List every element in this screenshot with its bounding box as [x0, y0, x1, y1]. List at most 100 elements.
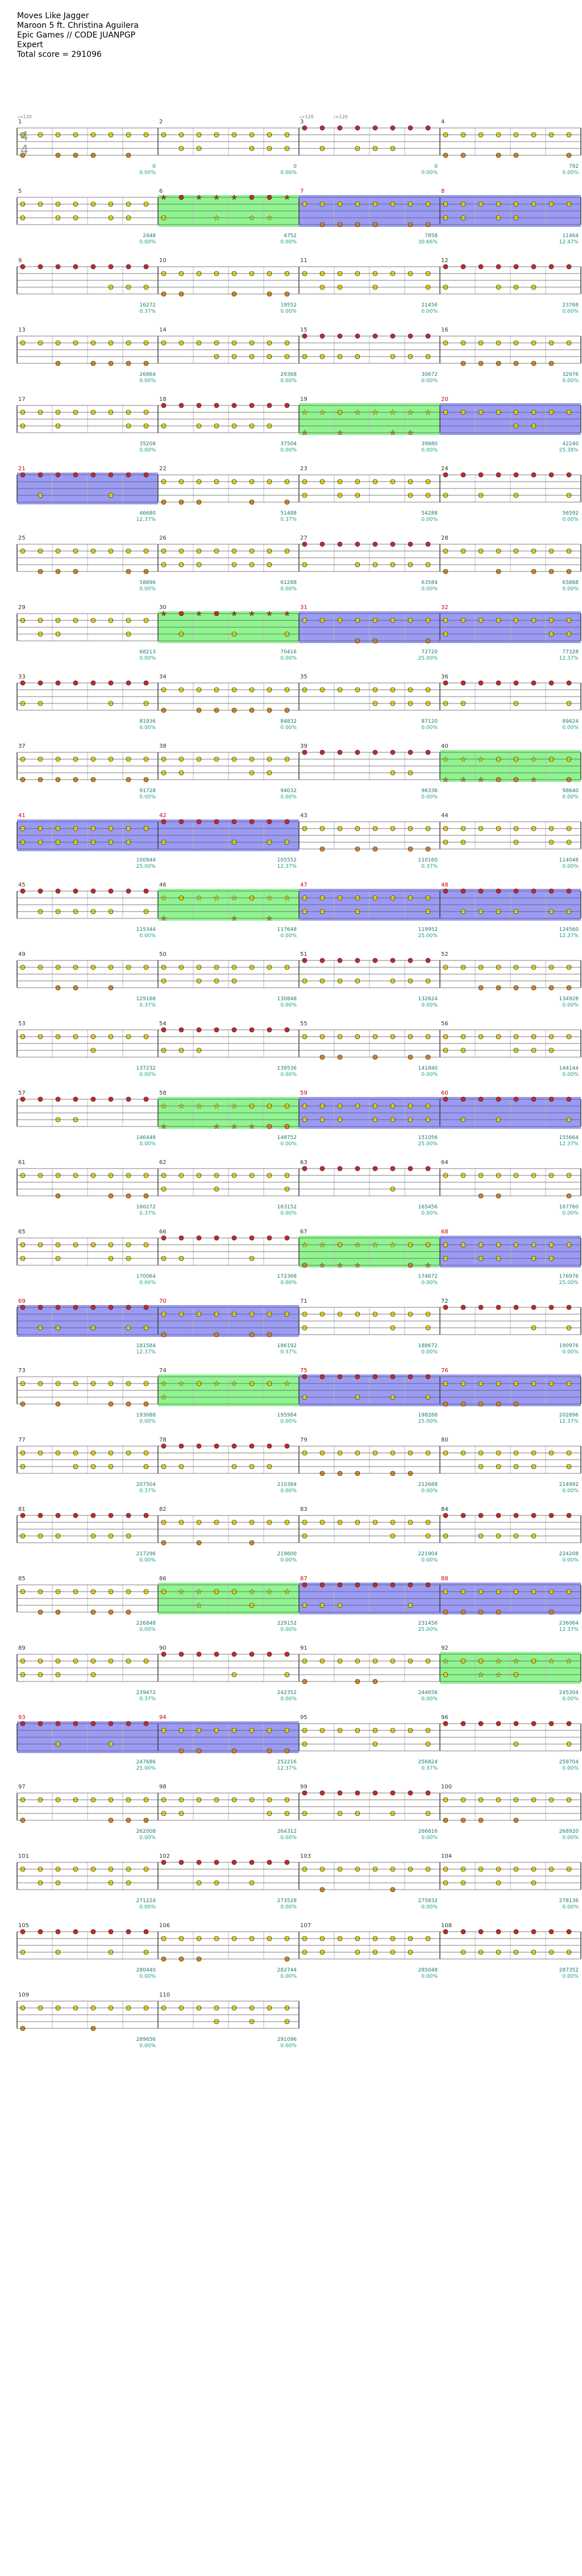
measure-number: 1: [18, 119, 22, 125]
measure-number: 5: [18, 188, 22, 194]
measure-score: 134928: [559, 996, 579, 1002]
note-group: [443, 132, 572, 158]
measure-number: 62: [159, 1159, 167, 1166]
measure-score: 129168: [136, 996, 156, 1002]
measure-score: 195984: [277, 1413, 297, 1418]
measure-score: 148752: [277, 1135, 297, 1141]
note-group: [161, 403, 290, 429]
chart-row: 9 16272 0.37% 10 19552 0.00% 11 21456 0.00% 12 237…: [0, 252, 582, 320]
chart-row: 49 129168 0.37% 50 130848 0.00% 51 132624 0.00% 5…: [0, 946, 582, 1013]
measure-percent: 0.00%: [562, 1558, 579, 1563]
note-group: [443, 1929, 572, 1955]
measure-score: 70416: [280, 649, 297, 655]
measure-score: 84832: [280, 719, 297, 724]
chart-source: Epic Games // CODE JUANPGP: [17, 31, 136, 40]
measure-number: 45: [18, 882, 26, 888]
measure-number: 59: [300, 1090, 307, 1096]
measure-percent: 0.00%: [562, 1974, 579, 1979]
note-group: [161, 479, 290, 505]
measure-percent: 0.00%: [139, 1835, 156, 1841]
measure-score: 266616: [418, 1829, 438, 1834]
measure-percent: 0.00%: [280, 1558, 297, 1563]
measure-number: 82: [159, 1506, 167, 1513]
measure-number: 90: [159, 1645, 167, 1651]
measure-score: 81936: [139, 719, 156, 724]
measure-score: 72720: [421, 649, 438, 655]
note-group: [161, 1859, 290, 1886]
measure-number: 41: [18, 813, 26, 819]
measure-percent: 0.00%: [280, 239, 297, 245]
measure-number: 107: [300, 1923, 311, 1929]
measure-number: 31: [300, 604, 307, 611]
measure-number: 97: [18, 1784, 26, 1790]
measure-percent: 0.00%: [139, 378, 156, 384]
measure-number: 81: [18, 1506, 26, 1513]
measure-number: 38: [159, 743, 167, 749]
measure-number: 24: [441, 466, 448, 472]
measure-percent: 0.00%: [280, 2043, 297, 2049]
measure-number: 26: [159, 535, 167, 541]
measure-score: 51488: [280, 511, 297, 516]
measure-number: 103: [300, 1853, 311, 1859]
measure-number: 39: [300, 743, 307, 749]
measure-number: 79: [300, 1437, 307, 1443]
measure-score: 186192: [277, 1343, 297, 1349]
measure-percent: 12.37%: [559, 933, 579, 939]
measure-percent: 0.00%: [421, 517, 438, 523]
measure-number: 70: [159, 1298, 167, 1304]
measure-percent: 0.00%: [562, 794, 579, 800]
measure-percent: 0.37%: [139, 1003, 156, 1008]
measure-percent: 0.00%: [280, 1835, 297, 1841]
measure-number: 96: [441, 1714, 448, 1721]
measure-score: 190976: [559, 1343, 579, 1349]
measure-percent: 0.37%: [421, 864, 438, 869]
measure-number: 77: [18, 1437, 26, 1443]
measure-score: 176976: [559, 1274, 579, 1279]
measure-percent: 12.37%: [559, 1141, 579, 1147]
measure-percent: 0.00%: [421, 794, 438, 800]
measure-percent: 0.00%: [280, 1211, 297, 1216]
measure-score: 174672: [418, 1274, 438, 1279]
measure-number: 72: [441, 1298, 448, 1304]
note-group: [443, 1173, 572, 1199]
measure-percent: 0.00%: [139, 656, 156, 661]
measure-percent: 0.00%: [421, 1072, 438, 1078]
measure-percent: 0.00%: [421, 1696, 438, 1702]
measure-percent: 0.00%: [421, 170, 438, 176]
measure-score: 207504: [136, 1482, 156, 1488]
measure-number: 33: [18, 674, 26, 680]
measure-score: 167760: [559, 1204, 579, 1210]
measure-number: 7: [300, 188, 304, 194]
measure-number: 40: [441, 743, 448, 749]
measure-percent: 0.37%: [280, 1349, 297, 1355]
note-group: [20, 1173, 149, 1199]
measure-percent: 12.37%: [559, 1627, 579, 1633]
measure-score: 89424: [562, 719, 579, 724]
measure-score: 282744: [277, 1968, 297, 1973]
measure-score: 285048: [418, 1968, 438, 1973]
measure-percent: 0.00%: [139, 725, 156, 731]
measure-percent: 0.00%: [421, 1488, 438, 1494]
measure-percent: 0.00%: [139, 170, 156, 176]
measure-score: 4752: [284, 233, 297, 239]
song-artist: Maroon 5 ft. Christina Aguilera: [17, 21, 139, 30]
measure-score: 219600: [277, 1551, 297, 1557]
measure-number: 49: [18, 951, 26, 958]
measure-number: 58: [159, 1090, 167, 1096]
note-group: [20, 1797, 149, 1823]
measure-score: 217296: [136, 1551, 156, 1557]
measure-percent: 0.00%: [280, 1419, 297, 1424]
measure-percent: 0.00%: [421, 1974, 438, 1979]
measure-number: 109: [18, 1992, 29, 1998]
